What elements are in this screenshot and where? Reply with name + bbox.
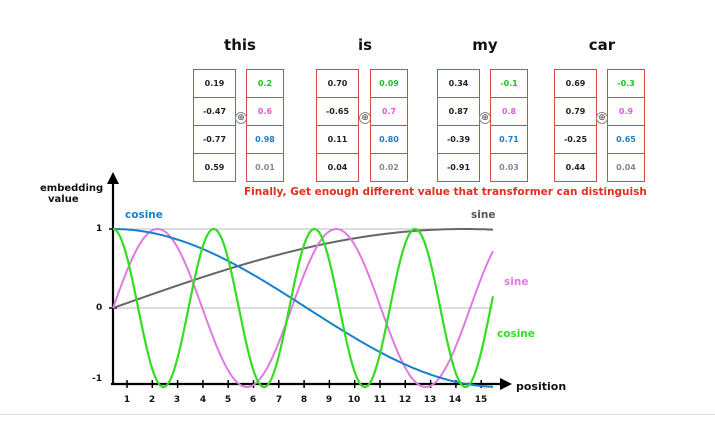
- x-tick-label: 10: [347, 395, 361, 405]
- positional-cell: 0.04: [608, 153, 644, 181]
- x-tick-label: 1: [123, 395, 131, 405]
- positional-cell: 0.9: [608, 97, 644, 125]
- cosine-curve-slow: [113, 228, 493, 388]
- x-tick-label: 13: [423, 395, 437, 405]
- sine-curve-pink: [112, 228, 494, 388]
- positional-cell: 0.65: [608, 125, 644, 153]
- embedding-cell: 0.11: [317, 125, 358, 153]
- embedding-cell: 0.44: [555, 153, 596, 181]
- word-this: this: [224, 36, 256, 54]
- cosine-curve-fast: [112, 227, 495, 389]
- x-tick-label: 2: [148, 395, 156, 405]
- x-tick-label: 5: [224, 395, 232, 405]
- x-tick-label: 6: [249, 395, 257, 405]
- embedding-column-my: 0.34 0.87 -0.39 -0.91: [437, 69, 480, 182]
- divider: [0, 414, 715, 415]
- positional-column-my: -0.1 0.8 0.71 0.03: [490, 69, 528, 182]
- y-tick-label: 1: [96, 224, 103, 234]
- positional-cell: 0.7: [371, 97, 407, 125]
- embedding-cell: -0.47: [194, 97, 235, 125]
- positional-column-car: -0.3 0.9 0.65 0.04: [607, 69, 645, 182]
- embedding-cell: 0.87: [438, 97, 479, 125]
- positional-cell: -0.1: [500, 79, 518, 88]
- x-axis-arrow-icon: [500, 378, 512, 390]
- y-axis-arrow-icon: [107, 172, 119, 184]
- y-tick-label: 0: [96, 303, 103, 313]
- word-my: my: [472, 36, 498, 54]
- positional-cell: 0.6: [247, 97, 283, 125]
- sine-label-top: sine: [471, 209, 496, 221]
- positional-cell: 0.03: [491, 153, 527, 181]
- x-tick-label: 12: [398, 395, 412, 405]
- y-tick-label: -1: [92, 374, 102, 384]
- embedding-cell: 0.34: [448, 79, 469, 88]
- x-tick-label: 15: [474, 395, 488, 405]
- embedding-cell: 0.19: [204, 79, 225, 88]
- embedding-column-this: 0.19 -0.47 -0.77 0.59: [193, 69, 236, 182]
- positional-cell: 0.09: [379, 79, 399, 88]
- positional-cell: 0.2: [257, 79, 273, 88]
- x-tick-label: 7: [275, 395, 283, 405]
- word-car: car: [588, 36, 616, 54]
- cosine-label-right: cosine: [497, 328, 535, 340]
- positional-cell: 0.02: [371, 153, 407, 181]
- x-tick-label: 3: [173, 395, 181, 405]
- sine-curve-slow: [112, 228, 494, 309]
- positional-column-this: 0.2 0.6 0.98 0.01: [246, 69, 284, 182]
- x-tick-label: 9: [325, 395, 333, 405]
- x-tick-label: 8: [300, 395, 308, 405]
- cosine-label-top: cosine: [125, 209, 163, 221]
- embedding-cell: 0.04: [317, 153, 358, 181]
- y-axis-label-line2: value: [48, 194, 79, 205]
- embedding-cell: 0.79: [555, 97, 596, 125]
- embedding-cell: -0.39: [438, 125, 479, 153]
- positional-cell: 0.98: [247, 125, 283, 153]
- sine-label-right: sine: [504, 276, 529, 288]
- embedding-column-car: 0.69 0.79 -0.25 0.44: [554, 69, 597, 182]
- embedding-cell: -0.91: [438, 153, 479, 181]
- y-axis-label: embedding value: [40, 183, 103, 205]
- x-tick-label: 4: [199, 395, 207, 405]
- positional-cell: 0.80: [371, 125, 407, 153]
- positional-column-is: 0.09 0.7 0.80 0.02: [370, 69, 408, 182]
- embedding-cell: 0.59: [194, 153, 235, 181]
- x-tick-label: 11: [373, 395, 387, 405]
- embedding-cell: -0.65: [317, 97, 358, 125]
- embedding-cell: -0.77: [194, 125, 235, 153]
- embedding-cell: 0.69: [565, 79, 586, 88]
- positional-cell: 0.8: [491, 97, 527, 125]
- word-is: is: [357, 36, 373, 54]
- positional-cell: -0.3: [617, 79, 635, 88]
- embedding-column-is: 0.70 -0.65 0.11 0.04: [316, 69, 359, 182]
- positional-cell: 0.01: [247, 153, 283, 181]
- x-axis-label: position: [516, 380, 567, 393]
- embedding-cell: -0.25: [555, 125, 596, 153]
- positional-cell: 0.71: [491, 125, 527, 153]
- y-axis-label-line1: embedding: [40, 183, 104, 194]
- headline: Finally, Get enough different value that…: [244, 186, 647, 198]
- x-tick-label: 14: [448, 395, 462, 405]
- embedding-cell: 0.70: [327, 79, 348, 88]
